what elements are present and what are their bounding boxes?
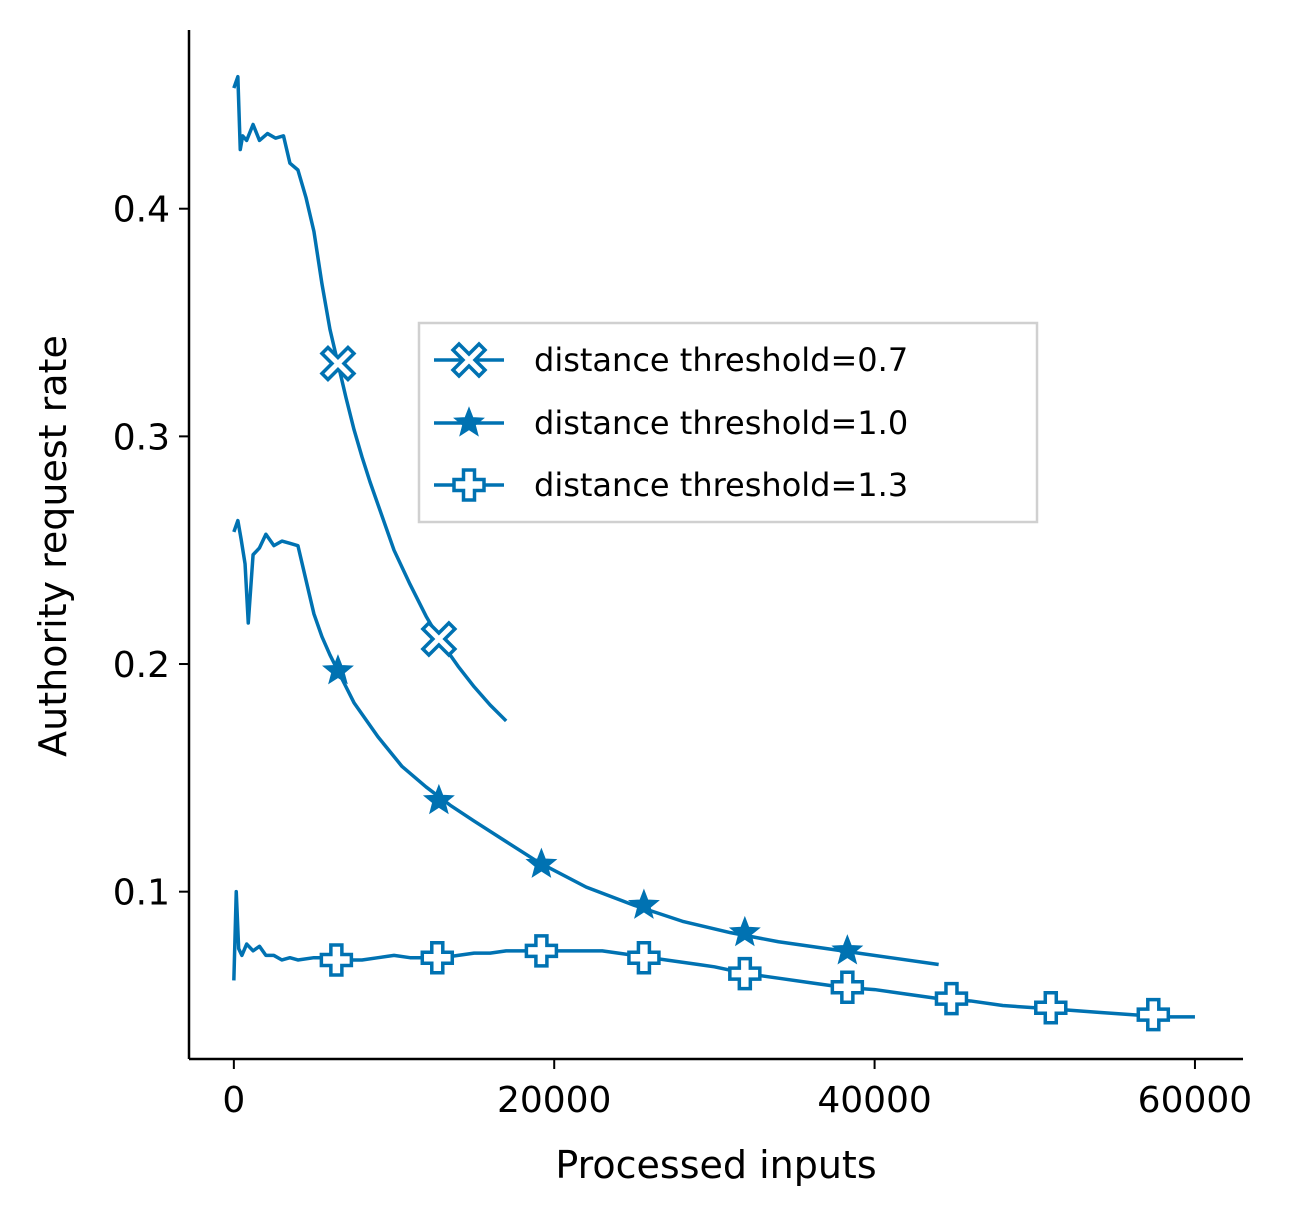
legend-label: distance threshold=1.0 — [534, 404, 908, 442]
y-axis-title: Authority request rate — [31, 335, 75, 757]
legend-label: distance threshold=1.3 — [534, 466, 908, 504]
series-marker — [422, 783, 455, 815]
y-tick-label: 0.3 — [113, 417, 170, 458]
series-marker — [831, 934, 864, 965]
y-ticks: 0.1 0.2 0.3 0.4 — [113, 190, 189, 914]
series-marker — [1136, 997, 1171, 1032]
series-marker — [627, 940, 661, 975]
y-tick-label: 0.2 — [113, 645, 170, 686]
series-marker — [319, 943, 354, 977]
series-line — [232, 518, 939, 967]
series-marker — [1034, 991, 1068, 1025]
series-2 — [232, 518, 939, 967]
plot-area: 0 20000 40000 60000 0.1 0.2 0.3 0.4 — [113, 30, 1252, 1121]
legend-label: distance threshold=0.7 — [534, 341, 908, 379]
legend-marker — [452, 468, 486, 502]
x-tick-label: 0 — [222, 1080, 245, 1121]
series-group — [232, 74, 1195, 1032]
x-axis-title: Processed inputs — [555, 1143, 876, 1187]
series-marker — [524, 934, 559, 968]
series-marker — [728, 915, 761, 947]
x-ticks: 0 20000 40000 60000 — [222, 1059, 1252, 1121]
legend-marker — [453, 406, 485, 437]
x-tick-label: 60000 — [1138, 1080, 1253, 1121]
x-tick-label: 20000 — [497, 1080, 612, 1121]
series-marker — [627, 888, 660, 919]
series-marker — [525, 847, 558, 878]
series-1 — [232, 74, 508, 723]
legend-entry: distance threshold=1.3 — [434, 466, 908, 504]
legend: distance threshold=0.7 distance threshold… — [417, 321, 1039, 524]
y-tick-label: 0.1 — [113, 873, 170, 914]
series-line — [232, 74, 508, 723]
legend-entry: distance threshold=1.0 — [434, 404, 908, 442]
series-marker — [830, 970, 865, 1005]
series-marker — [934, 981, 969, 1016]
x-tick-label: 40000 — [817, 1080, 932, 1121]
series-marker — [319, 345, 357, 382]
y-tick-label: 0.4 — [113, 190, 170, 231]
legend-marker — [450, 341, 488, 379]
series-marker — [322, 654, 354, 685]
legend-entries: distance threshold=0.7 distance threshold… — [434, 341, 908, 504]
series-marker — [728, 956, 762, 991]
series-3 — [232, 889, 1195, 1032]
legend-frame — [417, 321, 1039, 524]
series-marker — [420, 620, 458, 658]
legend-entry: distance threshold=0.7 — [434, 341, 908, 379]
series-marker — [420, 940, 455, 975]
